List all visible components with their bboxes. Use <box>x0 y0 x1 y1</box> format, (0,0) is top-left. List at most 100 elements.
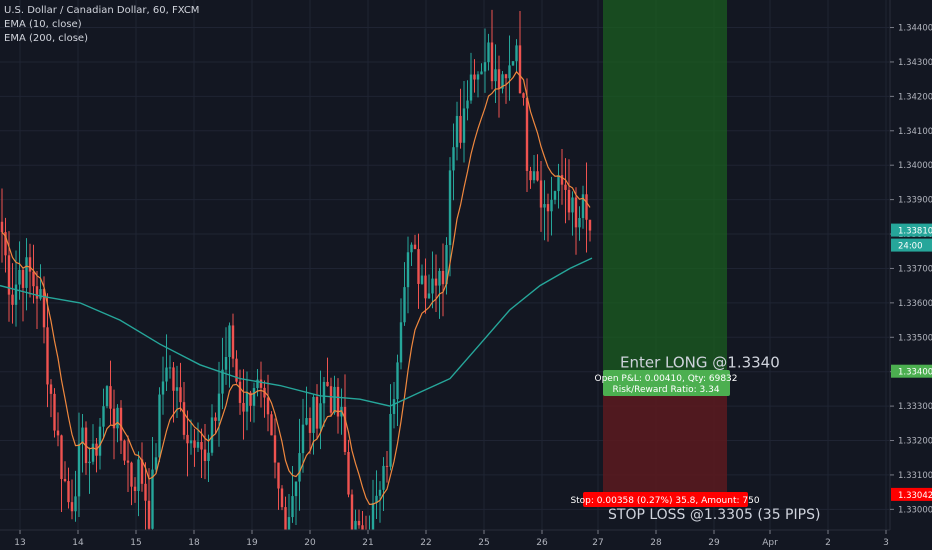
candle-body <box>221 369 224 394</box>
x-tick-label-12: 29 <box>708 538 720 548</box>
candle-body <box>497 69 501 89</box>
x-tick-label-9: 26 <box>536 538 548 548</box>
candle-body <box>238 381 242 403</box>
candle-body <box>399 322 403 363</box>
ema200-line <box>0 257 593 407</box>
candle-body <box>571 197 574 213</box>
candle-body <box>522 93 525 98</box>
candle-body <box>480 71 483 75</box>
candle-body <box>504 74 508 79</box>
candle-body <box>329 386 333 413</box>
candle-body <box>574 197 578 228</box>
price-axis[interactable]: 1.33000 1.33100 1.33200 1.33300 1.33400 1.335… <box>889 0 932 550</box>
candle-body <box>63 478 67 482</box>
candle-body <box>189 440 193 444</box>
candle-body <box>179 387 182 403</box>
y-tick-label-0: 1.33000 <box>898 505 932 515</box>
candle-body <box>336 386 340 417</box>
candle-body <box>343 406 347 452</box>
candle-body <box>525 97 529 171</box>
pnl-box <box>603 370 730 396</box>
candle-body <box>109 386 112 409</box>
candle-body <box>312 396 315 433</box>
candle-body <box>98 426 102 456</box>
entry-price-box <box>891 364 932 378</box>
candle-body <box>270 414 273 436</box>
candle-body <box>112 408 116 429</box>
candle-body <box>469 74 473 101</box>
candle-body <box>581 194 585 219</box>
candle-body <box>385 465 389 467</box>
candle-body <box>102 406 105 427</box>
candle-body <box>350 494 354 534</box>
candle-body <box>42 289 46 328</box>
candle-body <box>483 62 487 72</box>
candle-body <box>249 392 252 406</box>
x-tick-label-14: 2 <box>825 538 831 548</box>
candle-body <box>81 427 84 444</box>
candle-body <box>564 184 567 190</box>
candle-body <box>193 440 196 448</box>
candle-body <box>123 440 126 461</box>
x-tick-label-4: 19 <box>246 538 258 548</box>
last-price-label: 1.33810 <box>898 227 932 237</box>
x-tick-label-1: 14 <box>72 538 84 548</box>
stop-loss-label: STOP LOSS @1.3305 (35 PIPS) <box>608 507 820 523</box>
candle-body <box>116 407 119 429</box>
x-tick-label-15: 3 <box>883 538 889 548</box>
candle-body <box>539 180 543 208</box>
candle-body <box>382 465 385 490</box>
candle-body <box>273 435 277 463</box>
candle-body <box>67 481 70 503</box>
stop-price-box <box>891 487 932 501</box>
candle-body <box>175 387 179 391</box>
y-tick-label-5: 1.33500 <box>898 333 932 343</box>
candle-body <box>487 42 490 63</box>
candle-body <box>431 278 434 294</box>
candle-body <box>77 443 81 497</box>
candle-body <box>459 115 462 143</box>
symbol-title[interactable]: U.S. Dollar / Canadian Dollar, 60, FXCM <box>4 5 200 16</box>
candle-body <box>207 452 210 462</box>
candle-body <box>7 255 11 295</box>
candle-body <box>140 459 144 484</box>
y-tick-label-2: 1.33200 <box>898 437 932 447</box>
time-axis[interactable]: 13 14 15 18 19 20 21 22 25 26 27 28 29 Apr 2 3 <box>0 529 932 550</box>
candle-body <box>151 469 154 529</box>
candle-body <box>508 65 511 79</box>
entry-label: Enter LONG @1.3340 <box>620 354 780 372</box>
candle-body <box>322 381 326 404</box>
y-tick-label-6: 1.33600 <box>898 299 932 309</box>
candle-body <box>410 244 413 253</box>
candle-body <box>417 249 420 284</box>
countdown-box <box>891 238 932 252</box>
y-tick-label-11: 1.34100 <box>898 127 932 137</box>
candle-body <box>137 459 140 491</box>
x-tick-label-10: 27 <box>592 538 603 548</box>
candle-body <box>294 481 298 497</box>
candle-body <box>347 451 350 495</box>
candle-body <box>11 294 14 305</box>
candle-body <box>0 221 4 233</box>
candle-body <box>375 495 378 503</box>
candle-body <box>130 462 133 487</box>
open-pnl-text: Open P&L: 0.00410, Qty: 69832 <box>595 374 738 384</box>
candle-body <box>543 204 546 208</box>
candle-body <box>511 61 515 66</box>
ema200-legend[interactable]: EMA (200, close) <box>4 33 88 44</box>
candle-body <box>172 367 175 391</box>
x-tick-label-2: 15 <box>130 538 141 548</box>
candle-body <box>105 386 109 407</box>
candle-body <box>144 483 147 501</box>
candle-body <box>560 175 564 185</box>
countdown-label: 24:00 <box>898 242 923 252</box>
ema10-legend[interactable]: EMA (10, close) <box>4 19 82 30</box>
candle-body <box>305 418 308 425</box>
candle-body <box>557 175 560 192</box>
candle-body <box>203 449 207 462</box>
y-tick-label-9: 1.33900 <box>898 196 932 206</box>
candle-body <box>567 189 571 213</box>
candle-body <box>427 293 431 299</box>
